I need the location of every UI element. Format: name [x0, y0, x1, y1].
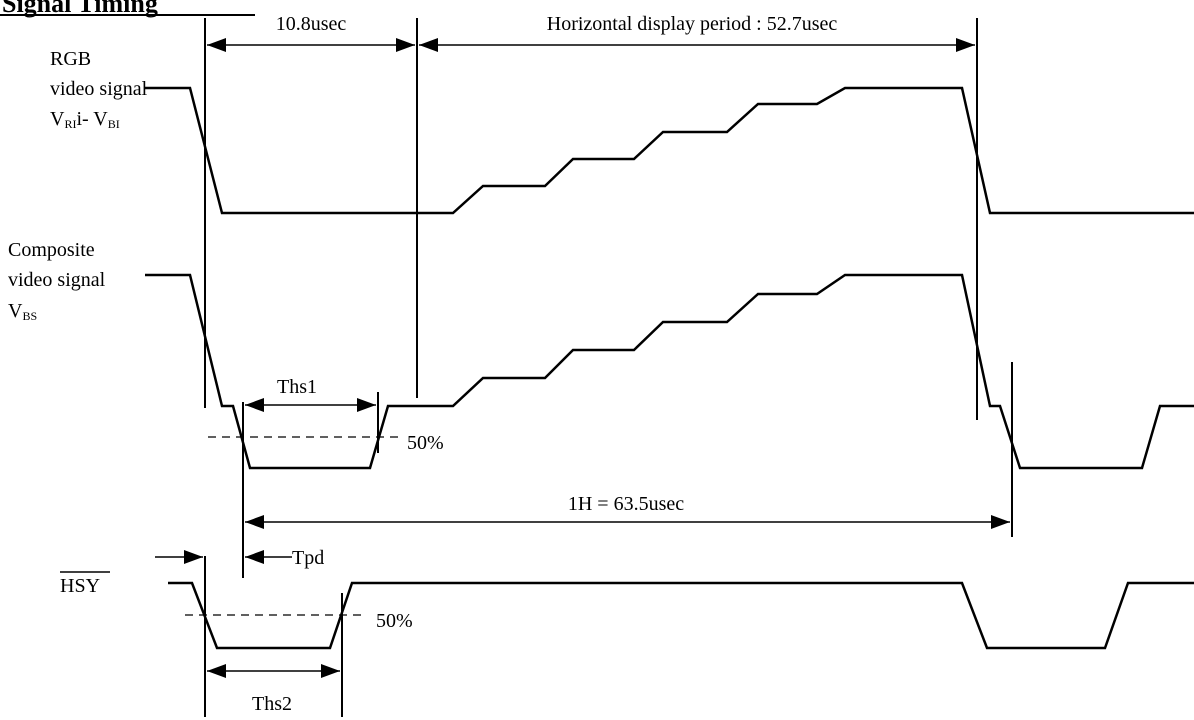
hsy-waveform: [168, 581, 1194, 650]
dim-ths1-arrow-right: [357, 398, 376, 412]
pct-composite-label: 50%: [407, 432, 444, 454]
dim-display-arrow-right: [956, 38, 975, 52]
rgb-label-sub1: RI: [64, 117, 76, 131]
dim-display-arrow-left: [419, 38, 438, 52]
rgb-waveform: [145, 86, 1194, 215]
rgb-label-line2: video signal: [50, 78, 148, 100]
dim-ths1-arrow-left: [245, 398, 264, 412]
composite-label-v: V: [8, 300, 23, 322]
dim-tpd-arrow-left: [184, 550, 203, 564]
rgb-label-mid: i- V: [76, 108, 108, 130]
dim-1h-arrow-right: [991, 515, 1010, 529]
dim-blank-arrow-right: [396, 38, 415, 52]
rgb-label-v1: V: [50, 108, 65, 130]
dim-1h-arrow-left: [245, 515, 264, 529]
rgb-label-line1: RGB: [50, 48, 91, 70]
composite-label-line2: video signal: [8, 269, 106, 291]
dim-ths2-label: Ths2: [252, 693, 292, 715]
dim-blank-arrow-left: [207, 38, 226, 52]
composite-label-line1: Composite: [8, 239, 95, 261]
hsy-label: HSY: [60, 575, 100, 597]
pct-hsy-label: 50%: [376, 610, 413, 632]
dim-tpd-label: Tpd: [292, 547, 324, 569]
diagram-title: Signal Timing: [2, 0, 158, 18]
composite-label-line3: VBS: [8, 300, 37, 323]
composite-label-sub: BS: [22, 309, 37, 323]
dim-display-label: Horizontal display period : 52.7usec: [547, 13, 838, 35]
dim-ths2-arrow-right: [321, 664, 340, 678]
dim-blank-label: 10.8usec: [276, 13, 347, 35]
dim-ths1-label: Ths1: [277, 376, 317, 398]
rgb-label-line3: VRIi- VBI: [50, 108, 120, 131]
dim-tpd-arrow-right: [245, 550, 264, 564]
dim-1h-label: 1H = 63.5usec: [568, 493, 684, 515]
composite-waveform: [145, 273, 1194, 470]
rgb-label-sub2: BI: [108, 117, 120, 131]
dim-ths2-arrow-left: [207, 664, 226, 678]
